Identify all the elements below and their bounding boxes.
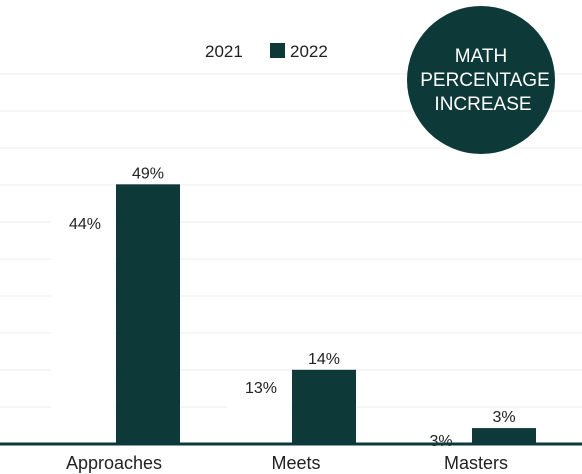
bars <box>51 184 536 445</box>
value-label-2021-masters: 3% <box>429 433 452 450</box>
legend-label-2021: 2021 <box>205 42 243 61</box>
bar-2021-approaches <box>51 210 115 444</box>
legend-swatch-2022 <box>270 43 285 58</box>
legend-label-2022: 2022 <box>290 42 328 61</box>
category-label-approaches: Approaches <box>66 453 162 473</box>
category-label-meets: Meets <box>271 453 320 473</box>
value-labels: 44% 49% 13% 14% 3% 3% <box>69 165 516 450</box>
badge-line-2: PERCENTAGE <box>420 70 550 91</box>
badge-line-3: INCREASE <box>434 94 531 115</box>
bar-2022-meets <box>292 369 356 444</box>
value-label-2022-meets: 14% <box>308 351 340 368</box>
bar-2022-approaches <box>116 184 180 445</box>
bar-2021-masters <box>407 428 471 444</box>
value-label-2021-meets: 13% <box>245 380 277 397</box>
bar-2021-meets <box>227 375 291 444</box>
value-label-2022-masters: 3% <box>492 409 515 426</box>
value-label-2021-approaches: 44% <box>69 216 101 233</box>
badge-circle <box>407 6 555 154</box>
category-label-masters: Masters <box>444 453 508 473</box>
title-badge: MATH PERCENTAGE INCREASE <box>407 6 555 154</box>
category-labels: Approaches Meets Masters <box>66 453 508 473</box>
legend: 2021 2022 <box>205 42 328 61</box>
badge-line-1: MATH <box>455 46 507 67</box>
bar-2022-masters <box>472 428 536 444</box>
value-label-2022-approaches: 49% <box>132 165 164 182</box>
